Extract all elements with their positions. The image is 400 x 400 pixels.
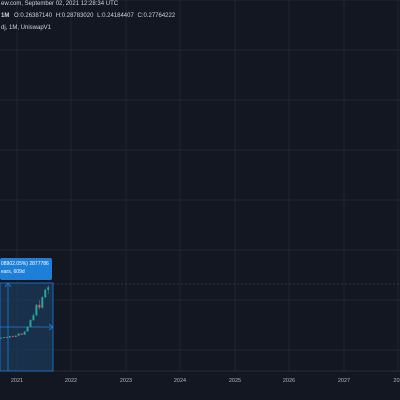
- candle-body: [14, 335, 17, 337]
- chart-grid: [0, 0, 400, 372]
- candle-body: [0, 337, 2, 339]
- chart-header-source: ew.com, September 02, 2021 12:28:34 UTC: [1, 1, 119, 7]
- x-axis: 2021 2022 2023 2024 2025 2026 2027 202: [11, 378, 400, 384]
- measure-v-arrowhead: [4, 282, 12, 288]
- x-axis-label: 2027: [338, 378, 350, 384]
- measure-tooltip-change: 08902.05%) 2877786: [1, 261, 49, 267]
- candle-body: [8, 336, 11, 338]
- candle-body: [11, 336, 14, 337]
- candle-body: [20, 333, 23, 335]
- candle-body: [41, 297, 44, 308]
- measure-tool[interactable]: [0, 282, 400, 372]
- ohlc-open: O:0.26387140: [14, 13, 53, 19]
- candle-body: [35, 304, 38, 316]
- x-axis-label: 202: [393, 378, 400, 384]
- candle-body: [2, 337, 5, 338]
- x-axis-label: 2026: [283, 378, 295, 384]
- ohlc-close: C:0.27764222: [137, 13, 176, 19]
- candle-body: [17, 333, 20, 336]
- candle-body: [5, 337, 8, 338]
- candles: [0, 285, 50, 339]
- measure-tooltip: 08902.05%) 2877786 ears, 609d: [0, 258, 52, 280]
- candle-body: [32, 315, 35, 321]
- measure-h-arrowhead: [48, 323, 54, 331]
- x-axis-label: 2021: [11, 378, 23, 384]
- chart-header-symbol: dj, 1M, UniswapV1: [1, 25, 52, 31]
- candle-body: [23, 331, 26, 335]
- x-axis-label: 2023: [120, 378, 132, 384]
- candle-body: [47, 287, 50, 290]
- x-axis-label: 2025: [229, 378, 241, 384]
- candle-body: [44, 289, 47, 298]
- candle-body: [29, 320, 32, 327]
- candle-body: [26, 326, 29, 332]
- ohlc-low: L:0.24184407: [97, 13, 134, 19]
- x-axis-label: 2024: [174, 378, 186, 384]
- x-axis-label: 2022: [65, 378, 77, 384]
- chart-header-ohlc: 1M O:0.26387140 H:0.28783020 L:0.2418440…: [1, 13, 177, 20]
- ohlc-high: H:0.28783020: [55, 13, 94, 19]
- interval-label: 1M: [1, 13, 10, 19]
- candle-body: [38, 304, 41, 308]
- measure-tooltip-range: ears, 609d: [1, 269, 25, 275]
